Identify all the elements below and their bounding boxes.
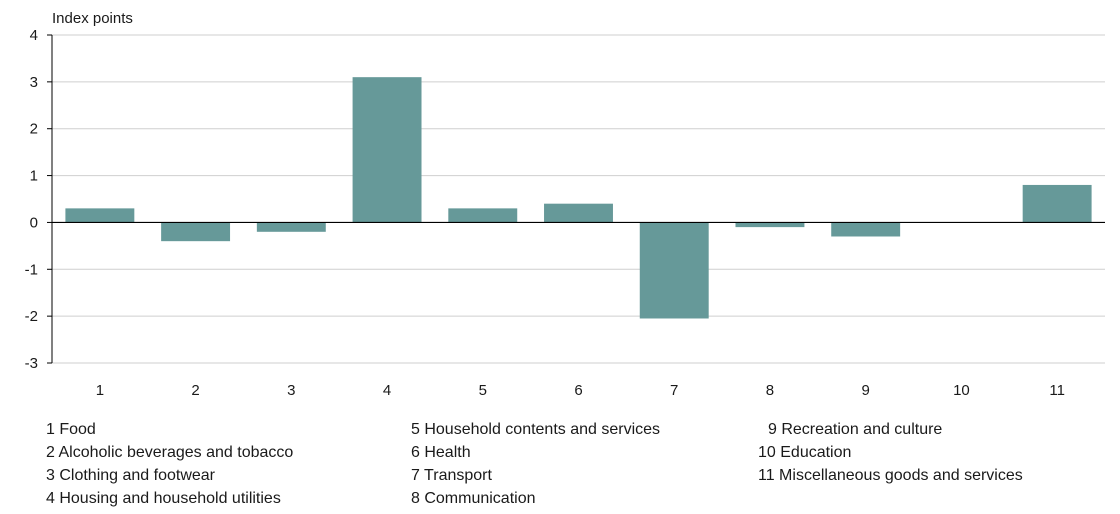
axes: [47, 34, 1105, 364]
legend-column-3: 9 Recreation and culture 10 Education 11…: [758, 418, 1023, 487]
x-tick-label: 9: [862, 382, 870, 399]
y-axis-label: Index points: [52, 10, 133, 27]
y-tick-label: 1: [30, 168, 38, 185]
x-tick-labels: 1 2 3 4 5 6 7 8 9 10 11: [96, 382, 1065, 399]
bar: [639, 222, 709, 319]
bar: [256, 222, 326, 232]
x-tick-label: 1: [96, 382, 104, 399]
legend-item: 2 Alcoholic beverages and tobacco: [46, 444, 294, 461]
legend-item: 10 Education: [758, 444, 852, 461]
bar: [352, 77, 422, 223]
legend-column-2: 5 Household contents and services 6 Heal…: [411, 418, 660, 510]
x-tick-label: 11: [1049, 382, 1065, 399]
legend-item: 9 Recreation and culture: [768, 421, 943, 438]
bar: [1022, 184, 1092, 223]
legend-item: 8 Communication: [411, 490, 536, 507]
bars: [65, 77, 1092, 319]
legend-item: 1 Food: [46, 421, 96, 438]
x-tick-label: 4: [383, 382, 391, 399]
y-tick-label: -2: [25, 308, 38, 325]
bar: [831, 222, 901, 237]
x-tick-label: 7: [670, 382, 678, 399]
bar: [448, 208, 518, 223]
bar: [735, 222, 805, 228]
y-tick-label: -1: [25, 261, 38, 278]
legend-item: 7 Transport: [411, 467, 492, 484]
x-tick-label: 3: [287, 382, 295, 399]
legend-column-1: 1 Food 2 Alcoholic beverages and tobacco…: [46, 418, 293, 510]
x-tick-label: 6: [574, 382, 582, 399]
x-tick-label: 2: [191, 382, 199, 399]
x-tick-label: 8: [766, 382, 774, 399]
gridlines: [52, 34, 1105, 364]
bar: [544, 203, 613, 223]
legend-item: 4 Housing and household utilities: [46, 490, 281, 507]
bar: [65, 208, 135, 223]
y-tick-label: -3: [25, 355, 38, 372]
x-tick-label: 5: [479, 382, 487, 399]
y-tick-label: 4: [30, 27, 38, 44]
x-tick-label: 10: [953, 382, 970, 399]
y-tick-label: 0: [30, 214, 38, 231]
y-tick-label: 2: [30, 121, 38, 138]
legend-item: 6 Health: [411, 444, 471, 461]
bar: [161, 222, 231, 242]
legend-item: 5 Household contents and services: [411, 421, 661, 438]
y-tick-labels: 4 3 2 1 0 -1 -2 -3: [25, 27, 38, 372]
y-tick-label: 3: [30, 74, 38, 91]
legend-item: 3 Clothing and footwear: [46, 467, 215, 484]
legend-item: 11 Miscellaneous goods and services: [758, 467, 1023, 484]
